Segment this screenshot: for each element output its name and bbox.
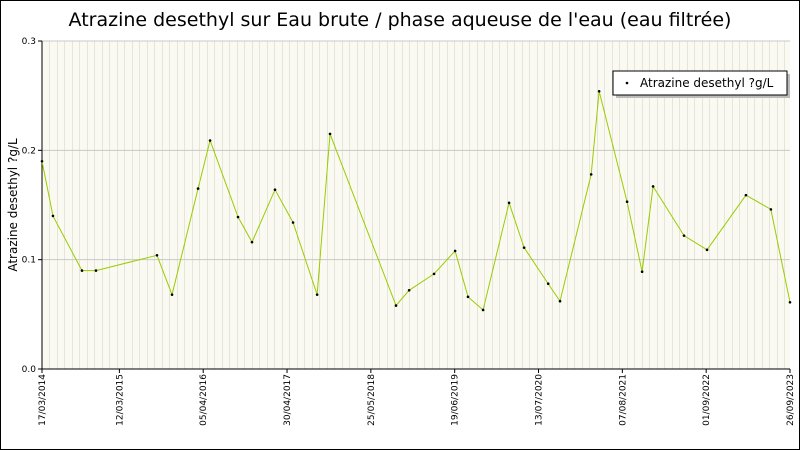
- x-tick-label: 05/04/2016: [199, 374, 209, 426]
- data-point: [640, 270, 644, 273]
- data-point: [558, 299, 562, 303]
- legend-label: Atrazine desethyl ?g/L: [640, 76, 774, 90]
- data-point: [51, 214, 55, 218]
- data-point: [682, 234, 686, 237]
- data-point: [597, 89, 601, 93]
- x-tick-label: 17/03/2014: [38, 374, 48, 426]
- x-tick-label: 01/09/2022: [702, 374, 712, 426]
- data-point: [522, 246, 526, 249]
- y-tick-label: 0.0: [22, 365, 37, 375]
- legend-marker: [625, 81, 629, 85]
- x-tick-label: 12/03/2015: [115, 374, 125, 426]
- data-point: [507, 201, 511, 205]
- data-point: [481, 308, 485, 312]
- data-point: [208, 139, 212, 142]
- data-point: [291, 221, 295, 224]
- data-point: [394, 304, 398, 307]
- data-point: [466, 295, 470, 299]
- chart-title: Atrazine desethyl sur Eau brute / phase …: [69, 9, 732, 31]
- series-line: [41, 91, 791, 311]
- data-point: [273, 188, 277, 191]
- legend-box: [612, 70, 788, 96]
- data-point: [453, 249, 457, 253]
- y-tick-label: 0.1: [22, 256, 36, 266]
- data-point: [40, 159, 44, 163]
- data-point: [589, 173, 593, 176]
- data-point: [170, 293, 174, 296]
- data-point: [328, 132, 332, 136]
- data-point: [705, 248, 709, 252]
- data-point: [407, 288, 411, 292]
- data-point: [744, 193, 748, 197]
- x-tick-label: 07/08/2021: [618, 374, 628, 426]
- data-point: [625, 200, 629, 204]
- data-point: [236, 215, 240, 219]
- data-point: [94, 269, 98, 272]
- data-point: [80, 269, 84, 272]
- legend: Atrazine desethyl ?g/L: [612, 70, 790, 98]
- y-tick-label: 0.3: [22, 37, 36, 47]
- data-point: [250, 240, 254, 244]
- x-tick-label: 25/05/2018: [367, 374, 377, 426]
- x-tick-label: 13/07/2020: [535, 374, 545, 426]
- x-tick-label: 30/04/2017: [283, 374, 293, 426]
- y-tick-label: 0.2: [22, 146, 36, 156]
- data-point: [196, 187, 200, 190]
- y-axis-title: Atrazine desethyl ?g/L: [6, 138, 20, 272]
- data-point: [432, 272, 436, 276]
- data-point: [546, 282, 550, 286]
- data-point: [651, 185, 655, 188]
- data-point: [788, 301, 792, 304]
- data-point: [769, 208, 773, 211]
- data-point: [155, 253, 159, 257]
- x-tick-label: 26/09/2023: [786, 374, 796, 426]
- x-tick-label: 19/06/2019: [451, 374, 461, 426]
- data-point: [315, 293, 319, 296]
- plot: 0.0 0.1 0.2 0.3 17/03/2014 12/03/2015 05/04/20…: [22, 37, 796, 426]
